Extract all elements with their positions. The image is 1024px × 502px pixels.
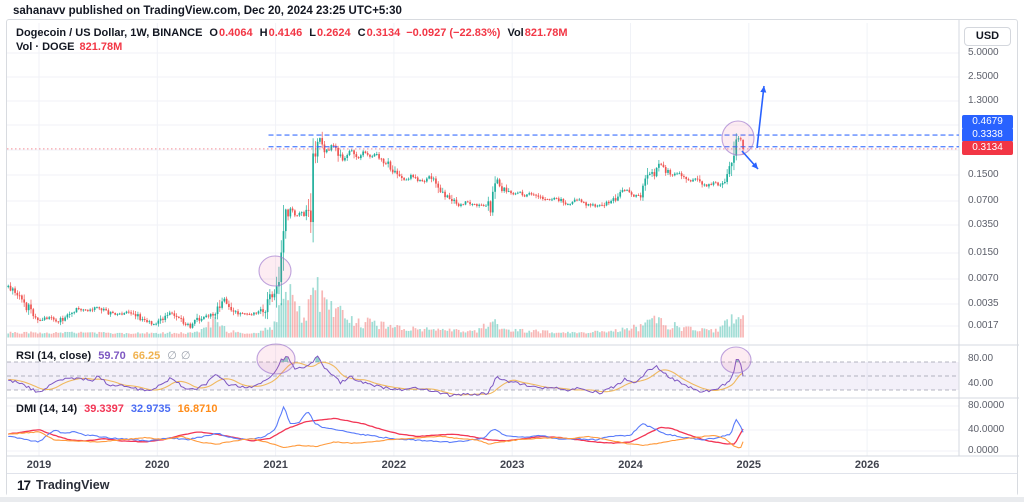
dmi-adx-value: 39.3397 <box>84 403 124 415</box>
low-label: L <box>309 27 316 39</box>
change-value: −0.0927 (−22.83%) <box>406 27 501 39</box>
symbol-legend: Dogecoin / US Dollar, 1W, BINANCE O0.4064… <box>16 27 568 39</box>
dmi-axis-label: 0.0000 <box>968 445 999 456</box>
close-label: C <box>357 27 366 39</box>
time-axis-year-label: 2022 <box>381 459 407 471</box>
open-label: O <box>209 27 218 39</box>
volume-series-value: 821.78M <box>79 41 123 53</box>
volume-label: Vol <box>507 27 524 39</box>
dmi-axis-label: 80.0000 <box>968 400 1005 411</box>
rsi-ma-value: 66.25 <box>132 350 161 362</box>
high-label: H <box>259 27 268 39</box>
price-axis-label: 0.1500 <box>968 169 999 180</box>
rsi-legend: RSI (14, close) 59.70 66.25 ∅ ∅ <box>16 349 190 362</box>
time-axis-year-label: 2025 <box>736 459 762 471</box>
time-axis-year-label: 2020 <box>145 459 170 471</box>
dmi-plus-di-value: 32.9735 <box>130 403 171 415</box>
rsi-axis-label: 80.00 <box>968 353 994 364</box>
price-level-badge: 0.4679 <box>962 115 1013 129</box>
time-axis-year-label: 2024 <box>618 459 643 471</box>
tradingview-brand-link[interactable]: TradingView <box>36 478 110 492</box>
rsi-value: 59.70 <box>98 350 126 362</box>
price-axis-label: 5.0000 <box>968 47 999 58</box>
price-axis-label: 0.0700 <box>968 195 999 206</box>
time-axis-year-label: 2026 <box>854 459 880 471</box>
dmi-title: DMI (14, 14) <box>16 403 78 415</box>
symbol-title: Dogecoin / US Dollar, 1W, BINANCE <box>16 27 203 39</box>
time-scale[interactable]: 2019 2020 2021 2022 2023 2024 2025 2026 <box>7 456 959 473</box>
dmi-legend: DMI (14, 14) 39.3397 32.9735 16.8710 <box>16 403 217 415</box>
close-value: 0.3134 <box>366 27 401 39</box>
time-axis-year-label: 2023 <box>499 459 525 471</box>
price-axis-label: 1.3000 <box>968 95 999 106</box>
price-level-badge: 0.3134 <box>962 141 1013 155</box>
footer-bar: 17 TradingView <box>7 473 1017 496</box>
rsi-empty-2: ∅ <box>180 350 191 362</box>
price-axis-label: 0.0350 <box>968 219 999 230</box>
bottom-strip <box>0 497 1024 502</box>
price-axis-label: 0.0150 <box>968 247 999 258</box>
price-axis-label: 2.5000 <box>968 71 999 82</box>
volume-series-label: Vol · DOGE <box>16 41 75 53</box>
time-axis-year-label: 2021 <box>263 459 288 471</box>
open-value: 0.4064 <box>218 27 253 39</box>
tradingview-logo-icon[interactable]: 17 <box>17 477 31 493</box>
rsi-title: RSI (14, close) <box>16 350 92 362</box>
rsi-empty-1: ∅ <box>167 350 177 362</box>
price-scale[interactable]: USD 5.0000 2.5000 1.3000 0.1500 0.0700 0.0350… <box>959 20 1019 473</box>
published-line: sahanavv published on TradingView.com, D… <box>13 5 402 17</box>
price-level-badge: 0.3338 <box>962 128 1013 142</box>
time-axis-year-label: 2019 <box>26 459 52 471</box>
dmi-minus-di-value: 16.8710 <box>177 403 218 415</box>
chart-widget: Dogecoin / US Dollar, 1W, BINANCE O0.4064… <box>6 19 1019 496</box>
price-axis-label: 0.0017 <box>968 320 999 331</box>
price-axis-label: 0.0035 <box>968 298 999 309</box>
volume-value: 821.78M <box>524 27 568 39</box>
low-value: 0.2624 <box>316 27 351 39</box>
volume-legend: Vol · DOGE 821.78M <box>16 41 122 53</box>
rsi-axis-label: 40.00 <box>968 378 994 389</box>
price-axis-label: 0.0070 <box>968 273 999 284</box>
chart-canvas[interactable] <box>7 20 1019 473</box>
high-value: 0.4146 <box>268 27 303 39</box>
currency-toggle-button[interactable]: USD <box>964 27 1011 46</box>
dmi-axis-label: 40.0000 <box>968 424 1005 435</box>
